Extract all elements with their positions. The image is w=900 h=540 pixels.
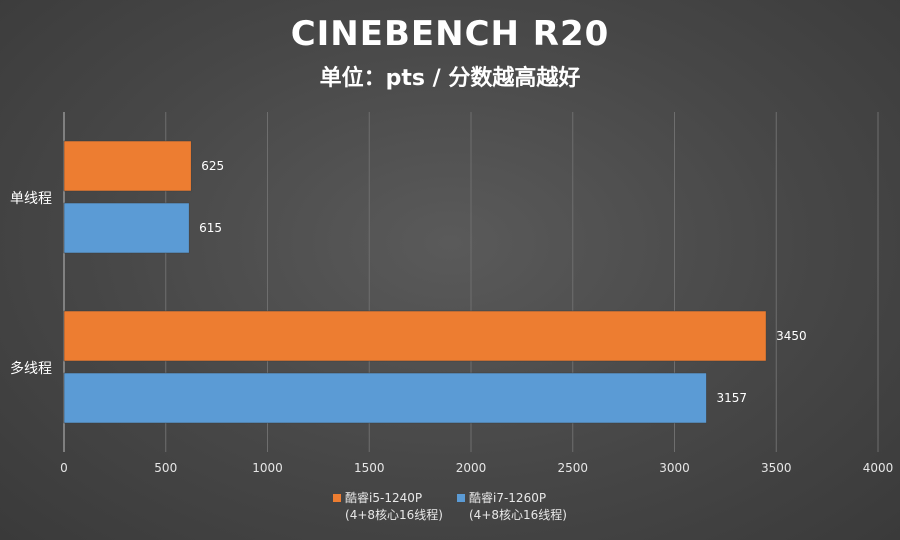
legend-swatch <box>457 494 465 502</box>
data-label: 3157 <box>716 391 747 405</box>
category-label: 单线程 <box>10 191 52 207</box>
bars <box>63 140 767 424</box>
category-label: 多线程 <box>10 360 52 377</box>
data-label: 3450 <box>776 329 807 343</box>
x-tick-label: 3000 <box>659 461 690 475</box>
legend-label: 酷睿i5-1240P <box>345 491 423 505</box>
x-tick-label: 2500 <box>557 461 588 475</box>
x-axis-ticks: 0 500 1000 1500 2000 2500 3000 3500 4000 <box>60 461 893 475</box>
chart-subtitle: 单位：pts / 分数越高越好 <box>319 66 581 91</box>
bar <box>63 372 707 424</box>
chart-title: CINEBENCH R20 <box>290 14 610 54</box>
x-tick-label: 3500 <box>761 461 792 475</box>
legend-label-detail: (4+8核心16线程) <box>345 508 443 522</box>
x-tick-label: 2000 <box>456 461 487 475</box>
legend-label-detail: (4+8核心16线程) <box>469 508 567 522</box>
x-tick-label: 0 <box>60 461 68 475</box>
legend-label: 酷睿i7-1260P <box>469 491 547 505</box>
legend-item-series-1: 酷睿i7-1260P (4+8核心16线程) <box>457 490 567 524</box>
x-tick-label: 4000 <box>863 461 894 475</box>
data-label: 615 <box>199 221 222 235</box>
data-label: 625 <box>201 159 224 173</box>
bar <box>63 202 190 254</box>
x-tick-label: 500 <box>154 461 177 475</box>
x-tick-label: 1500 <box>354 461 385 475</box>
data-labels: 625 615 3450 3157 <box>199 159 806 405</box>
bar <box>63 310 767 362</box>
legend-swatch <box>333 494 342 502</box>
bar <box>63 140 192 192</box>
legend-item-series-0: 酷睿i5-1240P (4+8核心16线程) <box>333 490 443 524</box>
x-tick-label: 1000 <box>252 461 283 475</box>
legend: 酷睿i5-1240P (4+8核心16线程) 酷睿i7-1260P (4+8核心… <box>0 490 900 524</box>
